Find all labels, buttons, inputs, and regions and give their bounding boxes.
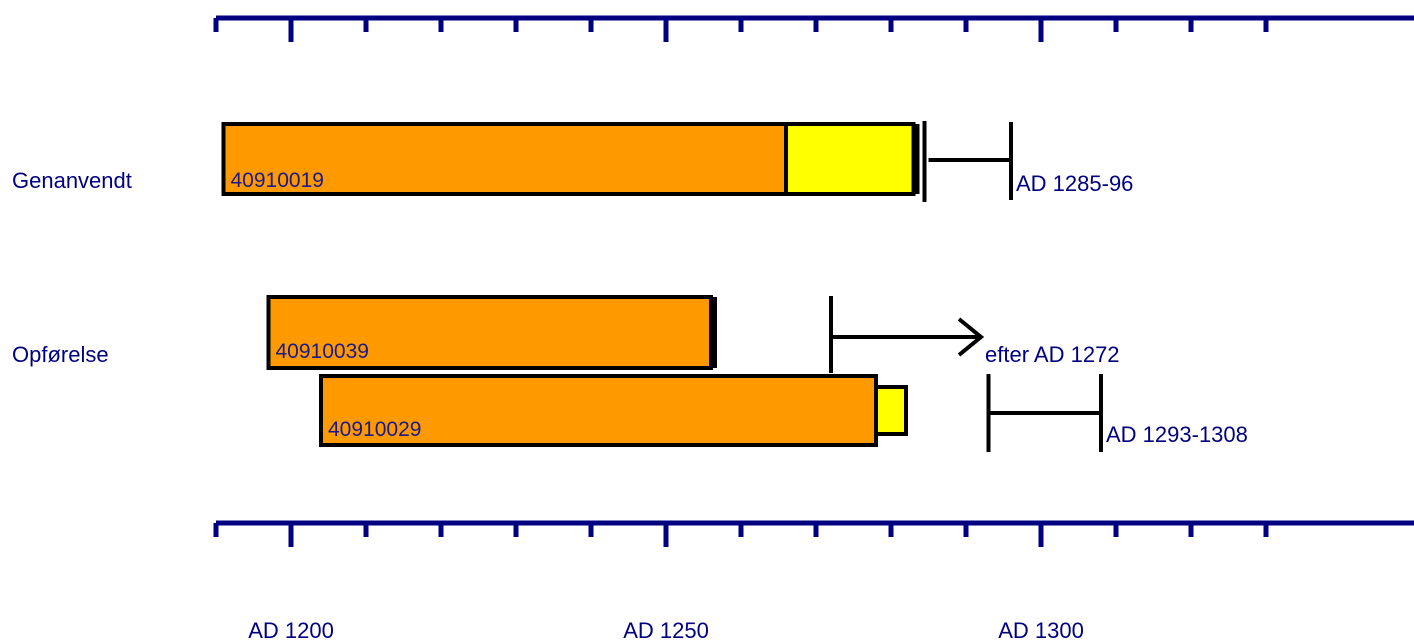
felling-after-arrowhead bbox=[957, 317, 985, 357]
x-tick-label: AD 1300 bbox=[998, 618, 1084, 641]
bark-edge-mark bbox=[913, 124, 920, 194]
sample-40910039: 40910039 efter AD 1272 bbox=[266, 295, 1120, 373]
sapwood-bar bbox=[784, 122, 916, 196]
felling-date-label: AD 1293-1308 bbox=[1106, 422, 1248, 447]
heartwood-bar bbox=[221, 122, 788, 196]
felling-date-label: efter AD 1272 bbox=[985, 342, 1120, 367]
sample-40910019: 40910019 AD 1285-96 bbox=[221, 121, 1133, 202]
sample-40910029: 40910029 AD 1293-1308 bbox=[319, 374, 1248, 452]
sample-id-label: 40910039 bbox=[276, 340, 369, 363]
bark-edge-mark bbox=[711, 297, 717, 368]
sample-id-label: 40910019 bbox=[231, 169, 324, 192]
x-tick-label: AD 1250 bbox=[623, 618, 709, 641]
x-tick-labels: AD 1200 AD 1250 AD 1300 bbox=[248, 618, 1084, 641]
sapwood-bar bbox=[874, 385, 908, 436]
axis-bottom bbox=[213, 520, 1414, 547]
felling-date-label: AD 1285-96 bbox=[1016, 171, 1133, 196]
x-tick-label: AD 1200 bbox=[248, 618, 334, 641]
axis-top bbox=[213, 15, 1414, 42]
group-label-opforelse: Opførelse bbox=[12, 342, 109, 367]
sample-id-label: 40910029 bbox=[328, 418, 421, 441]
heartwood-bar bbox=[319, 374, 878, 447]
group-label-genanvendt: Genanvendt bbox=[12, 168, 132, 193]
